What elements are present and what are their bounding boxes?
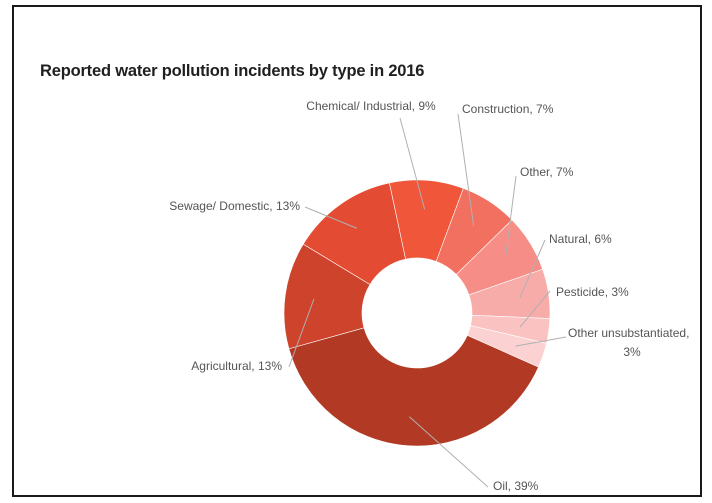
leader-line	[304, 206, 357, 229]
slice-label: Other, 7%	[520, 165, 574, 179]
leader-line	[515, 336, 567, 347]
leader-line	[399, 117, 426, 210]
leader-line	[519, 239, 546, 299]
slice-label: Sewage/ Domestic, 13%	[169, 199, 300, 213]
slice-oil	[288, 327, 539, 447]
slice-label-percent: 3%	[623, 345, 641, 359]
leader-line	[288, 298, 315, 368]
slice-label: Natural, 6%	[549, 232, 612, 246]
slice-label: Chemical/ Industrial, 9%	[306, 99, 436, 113]
slice-label: Pesticide, 3%	[556, 285, 629, 299]
leader-line	[409, 416, 489, 488]
leader-line	[519, 290, 551, 328]
leader-line	[457, 113, 475, 226]
slice-label: Oil, 39%	[493, 479, 539, 493]
leader-line	[504, 175, 517, 259]
slice-sewage-domestic	[302, 182, 406, 285]
slice-label: Other unsubstantiated,	[568, 326, 689, 340]
slice-label: Construction, 7%	[462, 102, 554, 116]
slice-label: Agricultural, 13%	[191, 359, 282, 373]
leader-lines	[288, 113, 567, 488]
slice-labels: Chemical/ Industrial, 9% Construction, 7%…	[169, 99, 689, 493]
chart-title: Reported water pollution incidents by ty…	[40, 62, 425, 80]
